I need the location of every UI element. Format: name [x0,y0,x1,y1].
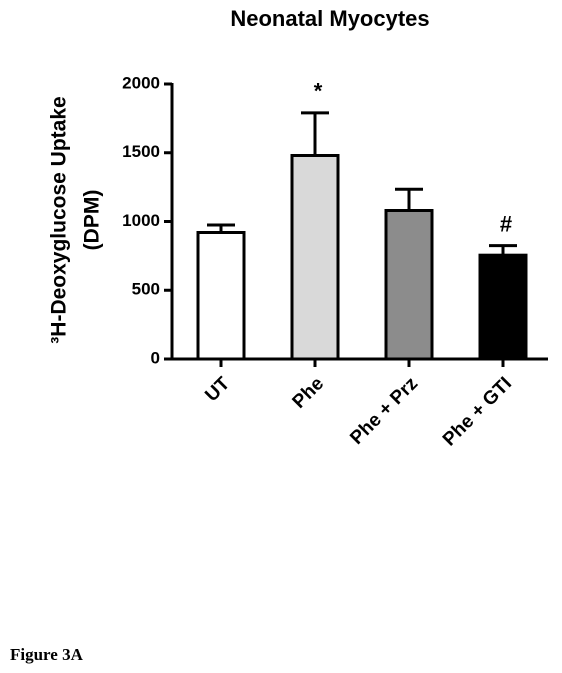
y-axis-label: ³H-Deoxyglucose Uptake [48,96,71,343]
bar [196,231,246,361]
x-tick-label: Phe + GTI [439,373,516,450]
x-tick-label: Phe + Prz [346,373,422,449]
x-tick-label: UT [201,373,234,406]
y-tick-label: 2000 [122,73,160,92]
y-tick-label: 1000 [122,211,160,230]
y-tick-label: 500 [132,280,160,299]
bar [384,209,434,361]
y-tick-label: 0 [151,348,160,367]
x-tick-label: Phe [289,373,328,412]
annotation: # [500,211,512,236]
bar [478,253,528,361]
chart-title: Neonatal Myocytes [230,6,429,31]
annotation: * [314,79,323,104]
bar [290,154,340,361]
figure-caption: Figure 3A [10,645,84,664]
y-tick-label: 1500 [122,142,160,161]
y-axis-label: (DPM) [81,190,104,251]
